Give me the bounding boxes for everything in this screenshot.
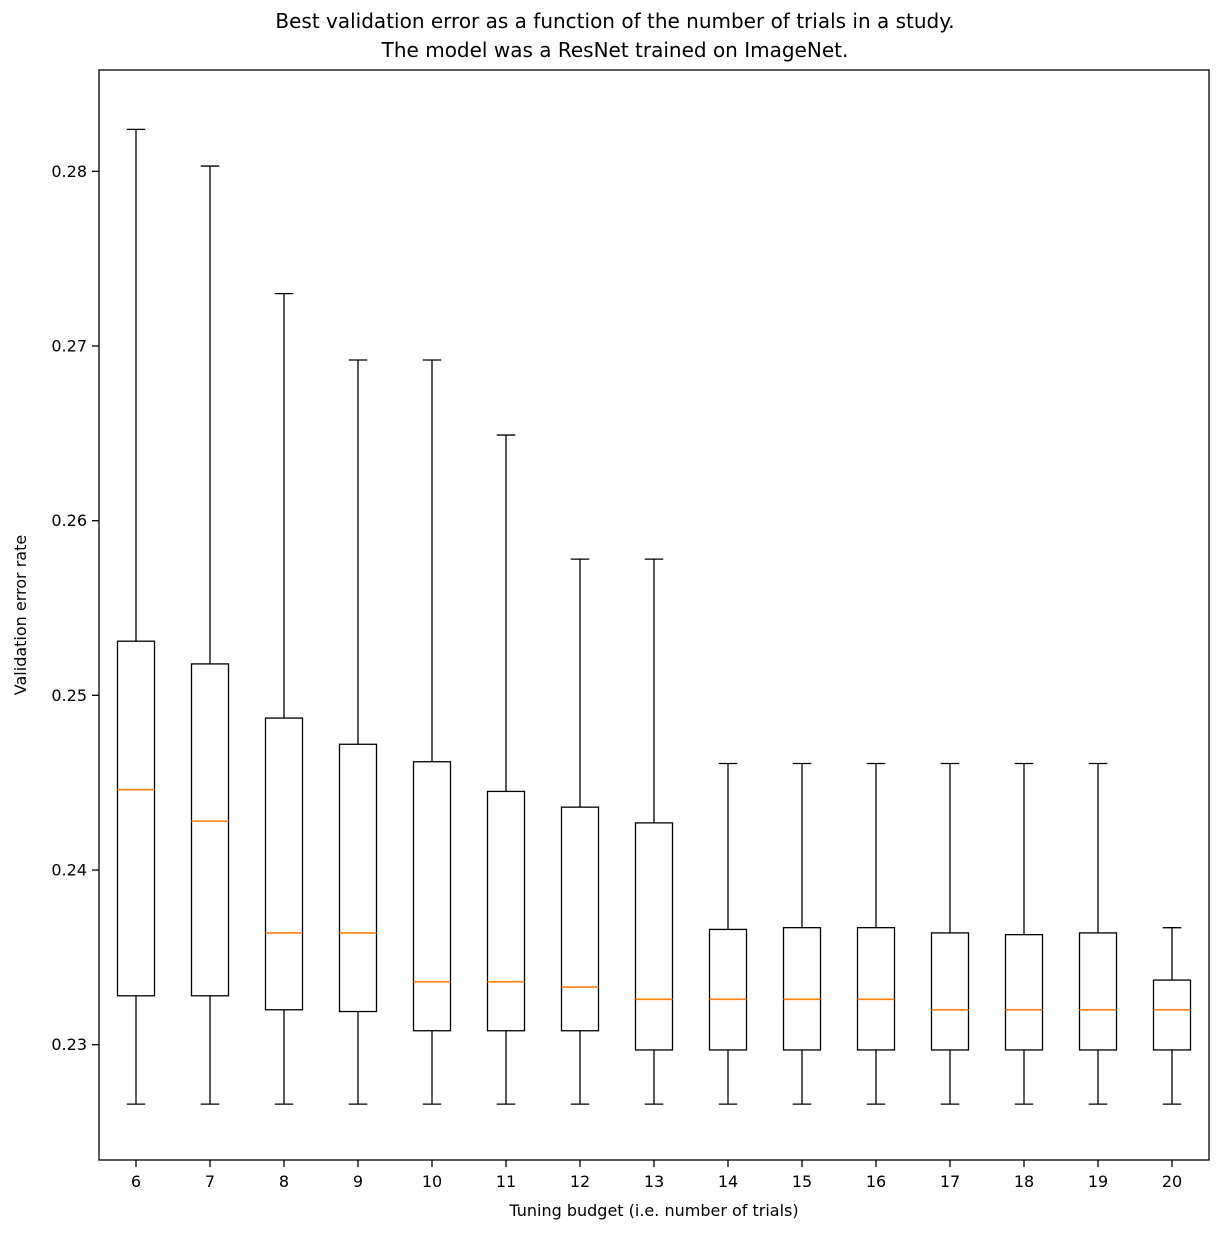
x-tick-label: 15 bbox=[792, 1172, 812, 1191]
iqr-box bbox=[708, 928, 748, 1051]
y-tick-label: 0.28 bbox=[51, 162, 87, 181]
iqr-box bbox=[634, 822, 674, 1051]
iqr-box bbox=[486, 790, 526, 1032]
x-tick-label: 14 bbox=[718, 1172, 738, 1191]
box-plot-item bbox=[708, 762, 748, 1105]
iqr-box bbox=[560, 806, 600, 1032]
y-axis-label: Validation error rate bbox=[11, 535, 30, 695]
iqr-box bbox=[412, 761, 452, 1032]
iqr-box bbox=[116, 640, 156, 997]
x-tick-label: 7 bbox=[205, 1172, 215, 1191]
x-tick-label: 11 bbox=[496, 1172, 516, 1191]
iqr-box bbox=[782, 927, 822, 1051]
y-tick-label: 0.23 bbox=[51, 1035, 87, 1054]
box-plot-item bbox=[338, 359, 378, 1105]
box-plot-item bbox=[264, 292, 304, 1105]
x-tick-label: 20 bbox=[1162, 1172, 1182, 1191]
chart-title: Best validation error as a function of t… bbox=[0, 7, 1230, 65]
x-tick-label: 10 bbox=[422, 1172, 442, 1191]
box-plot-item bbox=[560, 558, 600, 1105]
box-plot-item bbox=[412, 359, 452, 1105]
chart-title-line2: The model was a ResNet trained on ImageN… bbox=[381, 38, 849, 62]
x-tick-label: 19 bbox=[1088, 1172, 1108, 1191]
iqr-box bbox=[1004, 934, 1044, 1051]
chart-title-line1: Best validation error as a function of t… bbox=[275, 9, 955, 33]
iqr-box bbox=[264, 717, 304, 1011]
box-plot-item bbox=[1152, 927, 1192, 1105]
box-plot-item bbox=[930, 762, 970, 1105]
y-tick-label: 0.24 bbox=[51, 861, 87, 880]
box-plot-item bbox=[782, 762, 822, 1105]
iqr-box bbox=[856, 927, 896, 1051]
box-plot-item bbox=[1004, 762, 1044, 1105]
x-tick-label: 6 bbox=[131, 1172, 141, 1191]
iqr-box bbox=[190, 663, 230, 997]
x-tick-label: 16 bbox=[866, 1172, 886, 1191]
y-tick-label: 0.26 bbox=[51, 511, 87, 530]
iqr-box bbox=[1078, 932, 1118, 1051]
iqr-box bbox=[338, 743, 378, 1013]
iqr-box bbox=[1152, 979, 1192, 1051]
x-tick-label: 13 bbox=[644, 1172, 664, 1191]
x-tick-label: 12 bbox=[570, 1172, 590, 1191]
box-plot-item bbox=[190, 165, 230, 1105]
box-plot-item bbox=[1078, 762, 1118, 1105]
box-plot-item bbox=[486, 434, 526, 1105]
x-axis-label: Tuning budget (i.e. number of trials) bbox=[508, 1201, 798, 1220]
box-plot-item bbox=[856, 762, 896, 1105]
y-tick-label: 0.27 bbox=[51, 336, 87, 355]
x-tick-label: 18 bbox=[1014, 1172, 1034, 1191]
x-tick-label: 17 bbox=[940, 1172, 960, 1191]
iqr-box bbox=[930, 932, 970, 1051]
x-tick-label: 8 bbox=[279, 1172, 289, 1191]
box-plot-item bbox=[634, 558, 674, 1105]
box-plot-item bbox=[116, 128, 156, 1105]
y-tick-label: 0.25 bbox=[51, 686, 87, 705]
x-tick-label: 9 bbox=[353, 1172, 363, 1191]
